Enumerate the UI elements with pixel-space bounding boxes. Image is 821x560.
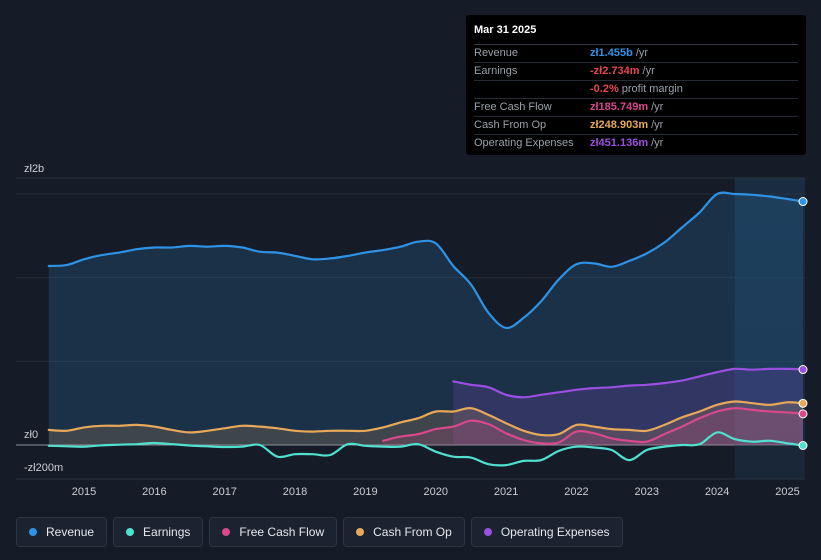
tooltip-date: Mar 31 2025 xyxy=(474,23,798,45)
legend-item-operating-expenses[interactable]: Operating Expenses xyxy=(470,517,623,547)
legend-item-free-cash-flow[interactable]: Free Cash Flow xyxy=(209,517,338,547)
axis-layer: zł2b zł0 -zł200m 2015 2016 2017 2018 2019 2020 20… xyxy=(24,163,800,498)
legend-dot-icon xyxy=(483,528,492,536)
x-axis-tick-label: 2019 xyxy=(353,486,377,498)
series-layer xyxy=(47,191,808,467)
tooltip-row-unit: profit margin xyxy=(621,83,683,95)
forecast-highlight-region xyxy=(734,178,805,479)
tooltip-rows: Revenue zł1.455b/yr Earnings -zł2.734m/yr -0… xyxy=(474,45,798,152)
tooltip-row-label xyxy=(474,81,590,98)
x-axis-tick-label: 2016 xyxy=(142,486,166,498)
series-line-cash-from-op xyxy=(47,400,805,437)
legend-label: Operating Expenses xyxy=(500,525,610,539)
y-axis-label: zł0 xyxy=(24,429,38,441)
x-axis-tick-label: 2023 xyxy=(635,486,659,498)
series-endpoint-cash-from-op xyxy=(798,398,808,408)
x-axis-tick-label: 2022 xyxy=(564,486,588,498)
tooltip-row-value: zł1.455b xyxy=(590,47,633,59)
tooltip-row-value: zł451.136m xyxy=(590,137,649,149)
tooltip-row-unit: /yr xyxy=(651,119,664,131)
series-line-free-cash-flow xyxy=(381,407,805,445)
tooltip-row: Earnings -zł2.734m/yr xyxy=(474,63,798,81)
series-area-revenue xyxy=(48,192,804,445)
series-area-cash-from-op xyxy=(48,401,804,445)
y-axis-label: zł2b xyxy=(24,163,44,175)
legend: Revenue Earnings Free Cash Flow Cash From O… xyxy=(16,517,623,549)
series-endpoint-revenue xyxy=(798,197,808,207)
legend-dot-icon xyxy=(126,528,135,536)
legend-dot-icon xyxy=(29,528,37,536)
series-endpoint-free-cash-flow xyxy=(798,409,808,419)
tooltip-row-label: Earnings xyxy=(474,65,518,77)
tooltip-row: Free Cash Flow zł185.749m/yr xyxy=(474,99,798,117)
y-axis-label: -zł200m xyxy=(24,462,63,474)
series-endpoint-operating-expenses xyxy=(798,365,808,375)
series-line-earnings xyxy=(47,431,805,467)
tooltip-panel: Mar 31 2025 Revenue zł1.455b/yr Earnings -z… xyxy=(466,15,806,155)
legend-label: Earnings xyxy=(143,525,191,539)
legend-item-cash-from-op[interactable]: Cash From Op xyxy=(343,517,465,547)
x-axis-tick-label: 2024 xyxy=(705,486,729,498)
tooltip-row-value: zł185.749m xyxy=(590,101,649,113)
tooltip-row-label: Cash From Op xyxy=(474,119,547,131)
tooltip-row: Revenue zł1.455b/yr xyxy=(474,45,798,63)
legend-label: Cash From Op xyxy=(373,525,452,539)
legend-dot-icon xyxy=(356,528,365,536)
x-axis-tick-label: 2020 xyxy=(424,486,448,498)
x-axis-tick-label: 2025 xyxy=(775,486,799,498)
legend-dot-icon xyxy=(222,528,231,536)
series-area-operating-expenses xyxy=(453,368,803,445)
tooltip-row-value: -0.2% xyxy=(590,83,619,95)
series-endpoint-earnings xyxy=(798,441,808,451)
series-area-free-cash-flow xyxy=(383,408,803,445)
legend-label: Revenue xyxy=(46,525,95,539)
x-axis-tick-label: 2018 xyxy=(283,486,307,498)
legend-label: Free Cash Flow xyxy=(239,525,325,539)
tooltip-row-value: -zł2.734m xyxy=(590,65,640,77)
tooltip-row-unit: /yr xyxy=(651,101,664,113)
tooltip-row-label: Operating Expenses xyxy=(474,137,574,149)
tooltip-row-unit: /yr xyxy=(642,65,655,77)
series-line-operating-expenses xyxy=(452,367,805,399)
series-line-revenue xyxy=(47,191,805,330)
x-axis-tick-label: 2017 xyxy=(212,486,236,498)
tooltip-row-unit: /yr xyxy=(651,137,664,149)
tooltip-row: Operating Expenses zł451.136m/yr xyxy=(474,135,798,152)
tooltip-row-label: Free Cash Flow xyxy=(474,101,552,113)
legend-item-revenue[interactable]: Revenue xyxy=(16,517,108,547)
tooltip-row-unit: /yr xyxy=(635,47,649,59)
x-axis-tick-label: 2015 xyxy=(72,486,96,498)
x-axis-tick-label: 2021 xyxy=(494,486,518,498)
tooltip-row: Cash From Op zł248.903m/yr xyxy=(474,117,798,135)
legend-item-earnings[interactable]: Earnings xyxy=(113,517,204,547)
tooltip-row-label: Revenue xyxy=(474,47,519,59)
tooltip-row: -0.2% profit margin xyxy=(474,81,798,99)
tooltip-row-value: zł248.903m xyxy=(590,119,649,131)
